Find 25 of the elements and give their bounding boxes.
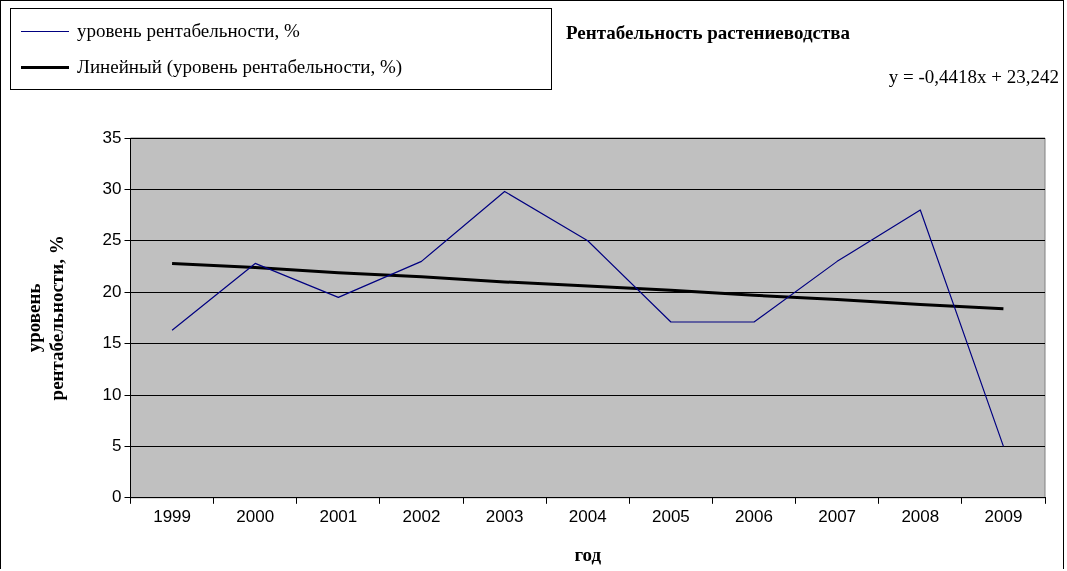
legend-label: Линейный (уровень рентабельности, %): [77, 56, 403, 78]
x-tick-label: 2000: [236, 506, 275, 526]
y-tick-label: 10: [102, 384, 122, 404]
x-tick-label: 2002: [402, 506, 441, 526]
x-tick-label: 2003: [485, 506, 524, 526]
y-tick-label: 35: [102, 127, 122, 147]
y-tick-label: 20: [102, 281, 122, 301]
y-tick-label: 5: [112, 436, 122, 456]
y-tick-label: 0: [112, 487, 122, 507]
chart-title: Рентабельность растениеводства: [566, 22, 851, 44]
legend-label: уровень рентабельности, %: [77, 20, 300, 42]
x-tick-label: 2004: [568, 506, 607, 526]
x-tick-label: 2001: [319, 506, 358, 526]
x-tick-label: 1999: [153, 506, 191, 526]
y-tick-label: 15: [102, 333, 122, 353]
x-tick-label: 2008: [901, 506, 940, 526]
x-tick-label: 2007: [818, 506, 857, 526]
x-tick-label: 2009: [984, 506, 1023, 526]
x-axis-title: год: [574, 543, 602, 565]
y-tick-label: 25: [102, 230, 122, 250]
y-tick-label: 30: [102, 179, 122, 199]
x-tick-label: 2006: [735, 506, 773, 526]
x-tick-label: 2005: [651, 506, 690, 526]
y-axis-title: уровень рентабельности, %: [23, 235, 68, 401]
text: y = -0,4418x + 23,242: [888, 66, 1059, 88]
